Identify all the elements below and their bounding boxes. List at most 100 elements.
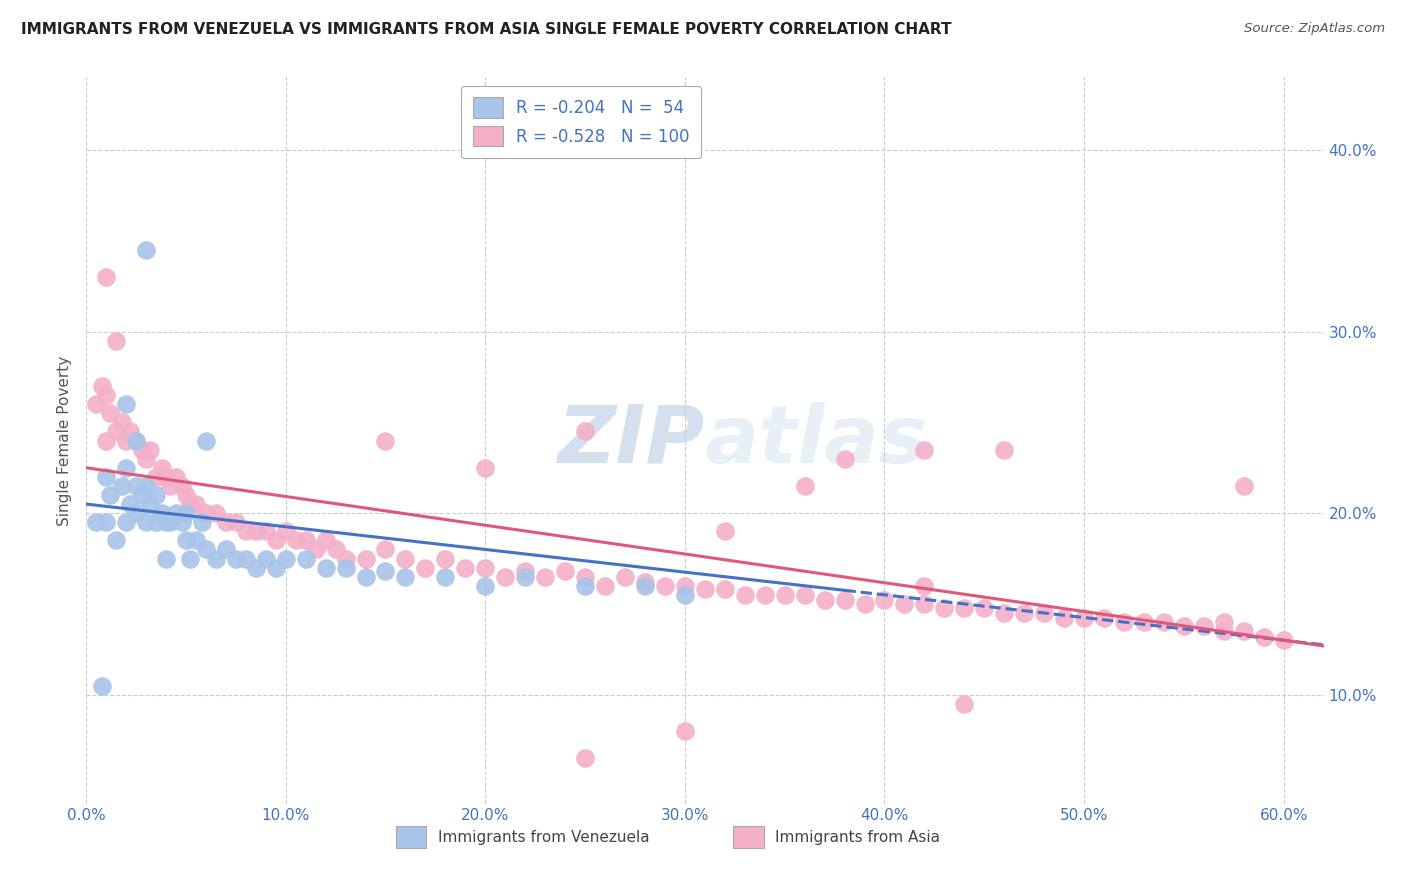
Point [574, 425, 596, 439]
Point [554, 564, 576, 578]
Point [325, 542, 347, 557]
Text: Source: ZipAtlas.com: Source: ZipAtlas.com [1244, 22, 1385, 36]
Point [204, 551, 226, 566]
Point [673, 588, 696, 602]
Point [834, 451, 856, 466]
Point [634, 579, 657, 593]
Point [374, 564, 396, 578]
Point [105, 533, 128, 548]
Point [834, 593, 856, 607]
Point [912, 442, 935, 457]
Point [84, 397, 107, 411]
Text: ZIP: ZIP [557, 401, 704, 480]
Point [111, 479, 134, 493]
Point [1212, 615, 1234, 629]
Point [1233, 479, 1256, 493]
Text: Immigrants from Venezuela: Immigrants from Venezuela [437, 830, 650, 845]
Point [94, 434, 117, 448]
Point [515, 570, 537, 584]
Point [934, 600, 956, 615]
Point [1033, 606, 1056, 620]
Point [415, 560, 437, 574]
Point [115, 397, 138, 411]
Point [793, 479, 815, 493]
Point [264, 533, 287, 548]
Point [145, 515, 167, 529]
Point [274, 524, 297, 539]
Point [159, 515, 181, 529]
Point [1233, 624, 1256, 639]
Point [993, 606, 1015, 620]
Point [125, 434, 148, 448]
Point [118, 497, 141, 511]
Point [139, 442, 162, 457]
Point [115, 460, 138, 475]
Point [534, 570, 557, 584]
Text: atlas: atlas [704, 401, 928, 480]
Point [135, 451, 157, 466]
Point [434, 551, 457, 566]
Point [179, 551, 201, 566]
Point [315, 533, 337, 548]
Point [174, 533, 197, 548]
Point [754, 588, 776, 602]
Point [713, 582, 735, 597]
Point [454, 560, 477, 574]
Point [105, 334, 128, 348]
Point [174, 488, 197, 502]
Point [194, 506, 217, 520]
Point [673, 724, 696, 739]
Point [94, 388, 117, 402]
Point [1153, 615, 1175, 629]
Point [284, 533, 307, 548]
Point [912, 579, 935, 593]
Point [118, 425, 141, 439]
Point [953, 697, 976, 711]
Point [335, 551, 357, 566]
Point [614, 570, 637, 584]
Point [204, 506, 226, 520]
Point [125, 506, 148, 520]
Point [165, 470, 187, 484]
Point [125, 434, 148, 448]
Point [1272, 633, 1295, 648]
Point [194, 434, 217, 448]
Point [434, 570, 457, 584]
Point [693, 582, 716, 597]
Point [953, 600, 976, 615]
Point [394, 551, 416, 566]
Y-axis label: Single Female Poverty: Single Female Poverty [58, 355, 72, 525]
Point [853, 597, 876, 611]
Point [474, 579, 496, 593]
Point [294, 551, 316, 566]
Point [150, 460, 173, 475]
Point [374, 434, 396, 448]
Point [94, 270, 117, 285]
Point [184, 497, 207, 511]
Point [713, 524, 735, 539]
Point [115, 434, 138, 448]
Point [94, 470, 117, 484]
Point [304, 542, 326, 557]
Point [165, 506, 187, 520]
Point [574, 579, 596, 593]
Point [574, 570, 596, 584]
Point [734, 588, 756, 602]
Point [773, 588, 796, 602]
Point [150, 506, 173, 520]
Point [135, 479, 157, 493]
Point [235, 551, 257, 566]
Point [194, 542, 217, 557]
Point [394, 570, 416, 584]
Point [84, 515, 107, 529]
Point [115, 515, 138, 529]
Point [294, 533, 316, 548]
Point [155, 551, 177, 566]
Point [574, 751, 596, 765]
Point [1173, 618, 1195, 632]
Point [91, 379, 114, 393]
Point [593, 579, 616, 593]
Point [155, 515, 177, 529]
Point [135, 515, 157, 529]
Point [254, 551, 277, 566]
